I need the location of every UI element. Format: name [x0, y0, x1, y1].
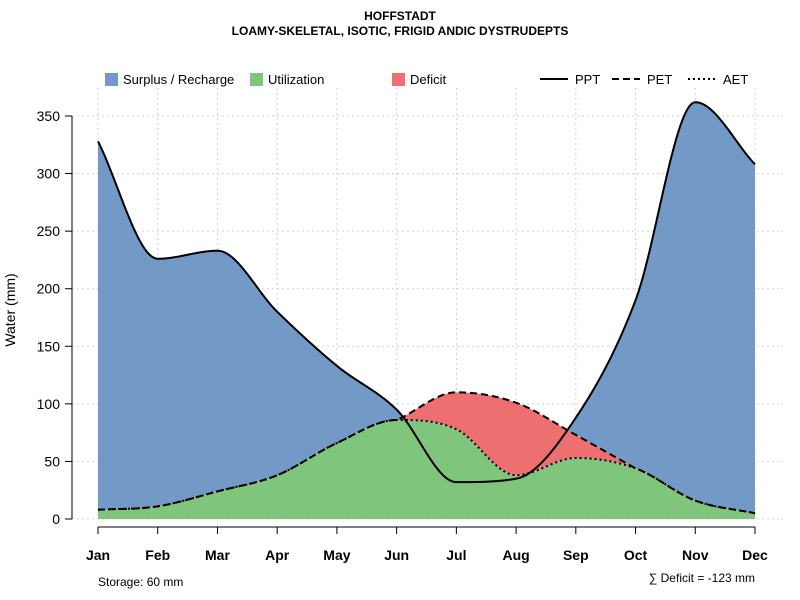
legend-label-2: Deficit [410, 72, 447, 87]
x-tick-label-oct: Oct [624, 547, 648, 563]
axes: 0 50 100 150 200 250 300 350 Jan Feb Mar Apr May Jun J… [37, 108, 768, 563]
y-axis-label: Water (mm) [2, 273, 18, 346]
chart-title: HOFFSTADT [364, 9, 436, 23]
legend-label-3: PPT [575, 72, 600, 87]
y-tick-label: 250 [37, 223, 61, 239]
legend-label-1: Utilization [268, 72, 324, 87]
ppt-line [97, 101, 756, 484]
x-tick-label-feb: Feb [145, 547, 170, 563]
legend-label-5: AET [723, 72, 748, 87]
y-tick-label: 200 [37, 281, 61, 297]
deficit-area [98, 392, 755, 514]
y-tick-label: 50 [44, 453, 60, 469]
aet-line [97, 418, 756, 515]
x-tick-label-sep: Sep [563, 547, 589, 563]
x-tick-label-mar: Mar [205, 547, 230, 563]
x-tick-label-jan: Jan [86, 547, 110, 563]
legend-swatch-1 [250, 73, 263, 86]
y-tick-label: 100 [37, 396, 61, 412]
chart-subtitle: LOAMY-SKELETAL, ISOTIC, FRIGID ANDIC DYS… [232, 24, 569, 38]
utilization-area [98, 419, 755, 519]
legend-swatch-0 [105, 73, 118, 86]
legend-label-4: PET [647, 72, 672, 87]
x-tick-label-apr: Apr [265, 547, 290, 563]
x-tick-label-jul: Jul [446, 547, 466, 563]
y-tick-label: 300 [37, 166, 61, 182]
y-tick-label: 150 [37, 338, 61, 354]
x-tick-label-nov: Nov [682, 547, 709, 563]
legend-swatch-2 [392, 73, 405, 86]
x-tick-label-may: May [323, 547, 350, 563]
x-tick-label-dec: Dec [742, 547, 768, 563]
x-tick-label-aug: Aug [502, 547, 529, 563]
y-tick-label: 0 [52, 511, 60, 527]
x-tick-label-jun: Jun [384, 547, 409, 563]
area-fills [98, 102, 755, 519]
legend-label-0: Surplus / Recharge [123, 72, 234, 87]
legend: Surplus / Recharge Utilization Deficit PPT P… [105, 72, 748, 87]
surplus-recharge-area [98, 102, 755, 514]
deficit-annotation: ∑ Deficit = -123 mm [649, 571, 755, 585]
series-lines [97, 101, 756, 515]
y-tick-label: 350 [37, 108, 61, 124]
storage-annotation: Storage: 60 mm [98, 575, 183, 589]
